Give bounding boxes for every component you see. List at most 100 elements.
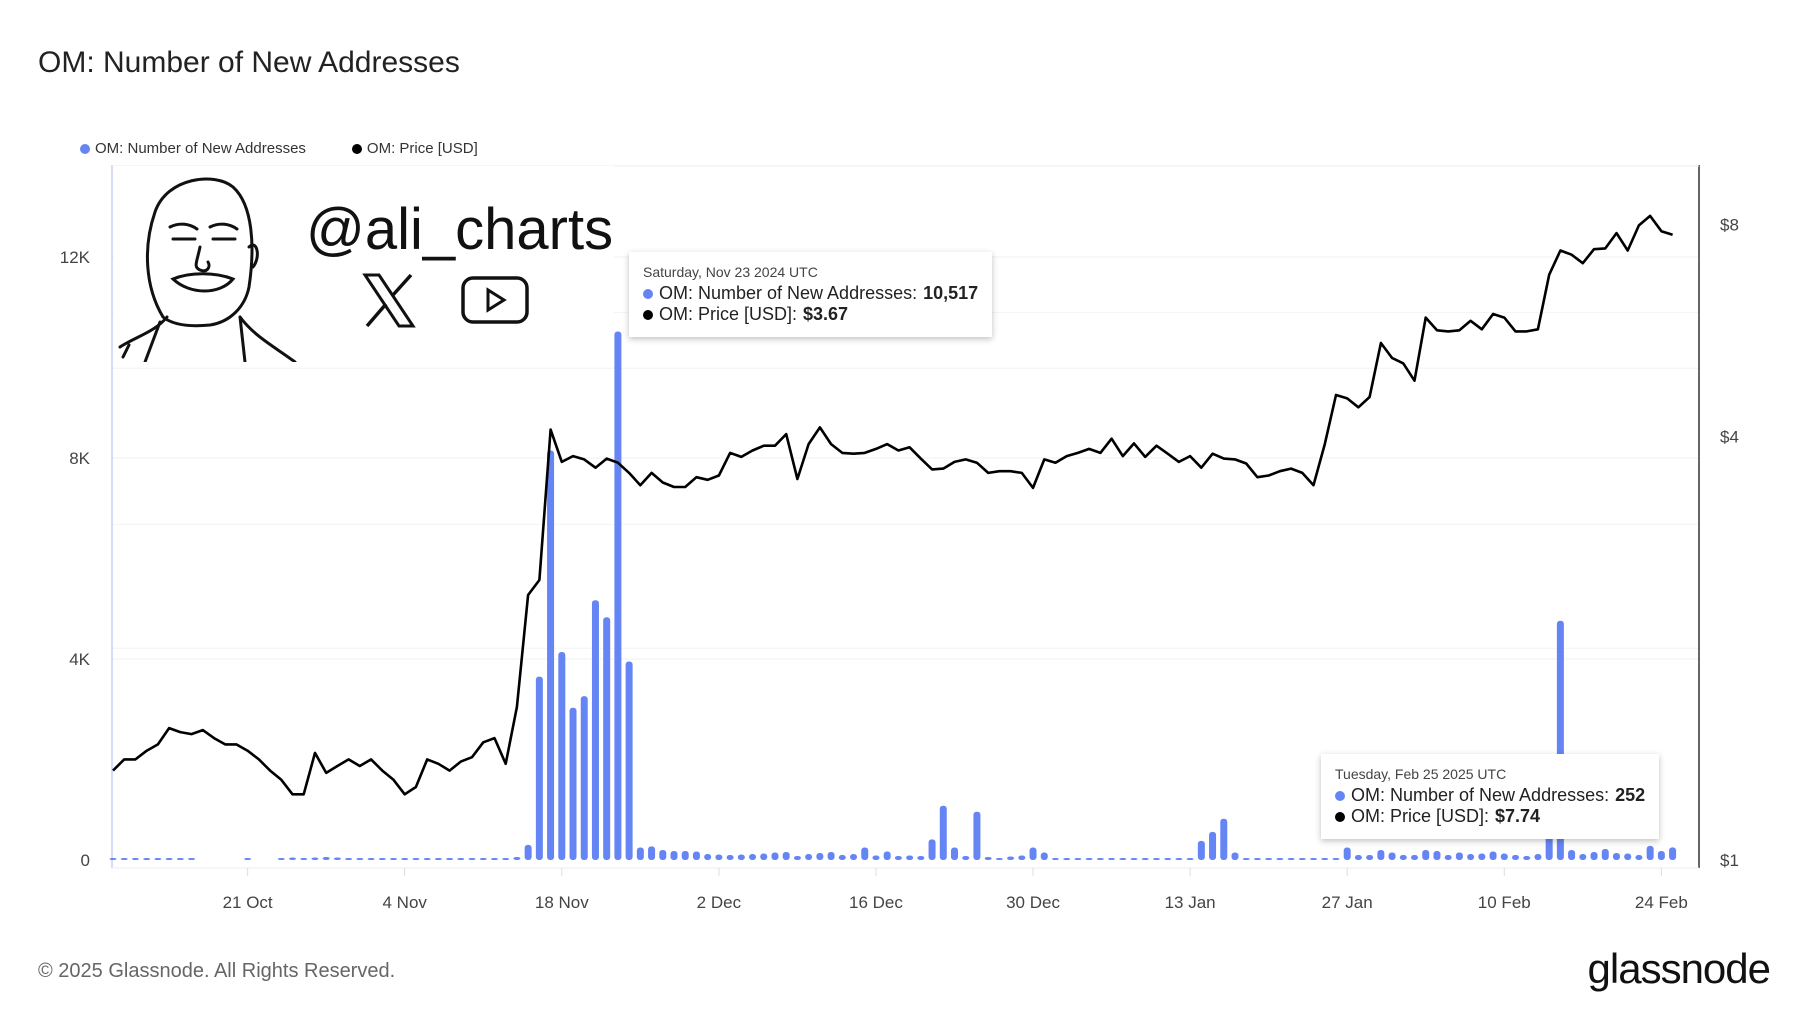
bar[interactable] [143,858,151,860]
bar[interactable] [1276,858,1284,860]
bar[interactable] [1186,858,1194,860]
bar[interactable] [188,858,196,860]
bar[interactable] [1018,855,1026,860]
bar[interactable] [1411,854,1419,860]
bar[interactable] [401,858,409,860]
bar[interactable] [367,858,375,860]
bar[interactable] [816,852,824,860]
bar[interactable] [681,850,689,860]
bar[interactable] [333,857,341,860]
bar[interactable] [1377,849,1385,860]
bar[interactable] [1040,852,1048,860]
bar[interactable] [883,851,891,860]
bar[interactable] [1646,845,1654,860]
bar[interactable] [771,852,779,860]
bar[interactable] [513,856,521,860]
bar[interactable] [1287,858,1295,860]
bar[interactable] [805,853,813,860]
glassnode-logo[interactable]: glassnode [1587,945,1771,992]
bar[interactable] [524,844,532,860]
bar[interactable] [670,850,678,860]
bar[interactable] [1444,854,1452,860]
bar[interactable] [1354,854,1362,860]
bar[interactable] [1489,851,1497,860]
bar[interactable] [322,856,330,860]
bar[interactable] [1657,850,1665,860]
bar[interactable] [1209,831,1217,860]
bar[interactable] [1007,856,1015,860]
bar[interactable] [951,847,958,860]
bar[interactable] [1669,847,1677,860]
bar[interactable] [1590,851,1598,860]
bar[interactable] [244,858,252,860]
bar[interactable] [1119,858,1127,860]
bar[interactable] [1635,854,1643,860]
bar[interactable] [1500,853,1508,860]
bar[interactable] [906,855,914,860]
bar[interactable] [749,853,757,860]
bar[interactable] [1612,852,1620,860]
bar[interactable] [850,853,858,860]
bar[interactable] [1152,858,1160,860]
bar[interactable] [973,811,981,860]
bar[interactable] [1298,858,1306,860]
bar[interactable] [1568,849,1576,860]
bar[interactable] [1523,855,1531,860]
bar[interactable] [838,854,846,860]
bar[interactable] [793,855,801,860]
bar[interactable] [1197,840,1205,860]
bar[interactable] [490,858,498,860]
bar[interactable] [659,849,667,860]
bar[interactable] [1220,818,1228,860]
bar[interactable] [547,450,555,860]
legend-item-price[interactable]: OM: Price [USD] [351,140,478,157]
bar[interactable] [917,855,925,860]
bar[interactable] [704,853,712,860]
bar[interactable] [939,805,947,860]
bar[interactable] [1051,858,1059,860]
bar[interactable] [356,858,364,860]
bar[interactable] [760,853,768,860]
bar[interactable] [1388,852,1396,860]
bar[interactable] [479,858,487,860]
bar[interactable] [984,856,992,860]
bar[interactable] [378,858,386,860]
bar[interactable] [715,854,723,860]
bar[interactable] [345,857,353,860]
bar[interactable] [928,839,936,860]
bar[interactable] [154,858,162,860]
bar[interactable] [603,617,611,860]
bar[interactable] [1231,852,1239,860]
bar[interactable] [300,857,308,860]
bar[interactable] [894,855,902,860]
bar[interactable] [1085,858,1093,860]
bar[interactable] [535,676,543,860]
bar[interactable] [1343,847,1351,860]
bar[interactable] [692,851,700,860]
bar[interactable] [423,858,431,860]
bar[interactable] [1310,858,1318,860]
bar[interactable] [1332,857,1340,860]
bar[interactable] [1063,858,1071,860]
bar[interactable] [1321,858,1329,860]
bar[interactable] [1164,858,1172,860]
bar[interactable] [1029,847,1037,860]
bar[interactable] [636,847,644,860]
bar[interactable] [737,854,745,860]
bar[interactable] [782,851,790,860]
bar[interactable] [648,846,656,860]
bar[interactable] [1242,858,1250,860]
bar[interactable] [131,858,139,860]
bar[interactable] [558,651,566,860]
bar[interactable] [109,858,117,860]
bar[interactable] [1624,853,1632,860]
bar[interactable] [457,858,465,860]
bar[interactable] [1422,849,1430,860]
bar[interactable] [726,854,734,860]
bar[interactable] [1478,853,1486,860]
bar[interactable] [1253,858,1261,860]
bar[interactable] [1130,858,1138,860]
bar[interactable] [120,858,128,860]
bar[interactable] [1534,853,1542,860]
bar[interactable] [614,331,622,860]
